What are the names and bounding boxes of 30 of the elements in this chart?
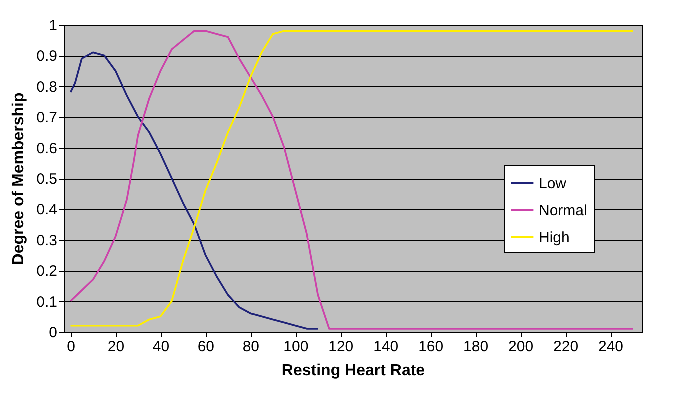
x-tick-label: 200 [508,338,534,356]
y-tick-label: 0 [49,324,58,342]
x-tick-label: 100 [284,338,309,356]
x-tick-label: 60 [198,338,215,356]
y-tick-label: 0.7 [36,110,58,127]
y-axis-title: Degree of Membership [10,92,28,266]
x-tick-label: 40 [152,338,170,356]
x-tick-label: 240 [598,338,624,356]
x-tick-label: 120 [328,338,354,356]
y-tick-label: 0.5 [36,171,58,188]
y-tick-label: 0.2 [36,263,58,280]
x-tick-label: 140 [374,338,399,356]
y-tick-label: 0.4 [36,202,58,219]
y-tick-label: 1 [49,18,58,34]
y-tick-label: 0.1 [36,294,58,311]
y-tick-label: 0.3 [36,232,58,250]
y-tick-label: 0.6 [36,140,58,158]
x-tick-label: 80 [242,338,260,356]
legend-label: High [539,230,570,246]
line-series [70,52,320,330]
x-tick-label: 20 [108,338,125,356]
y-tick-label: 0.9 [36,48,58,66]
x-tick-label: 220 [554,338,579,356]
x-tick-label: 0 [67,338,76,356]
x-tick-label: 160 [418,338,444,356]
legend-label: Normal [539,202,588,220]
x-axis-title: Resting Heart Rate [282,362,426,380]
x-tick-label: 180 [464,338,489,356]
legend-label: Low [539,176,567,192]
y-tick-label: 0.8 [36,78,58,96]
